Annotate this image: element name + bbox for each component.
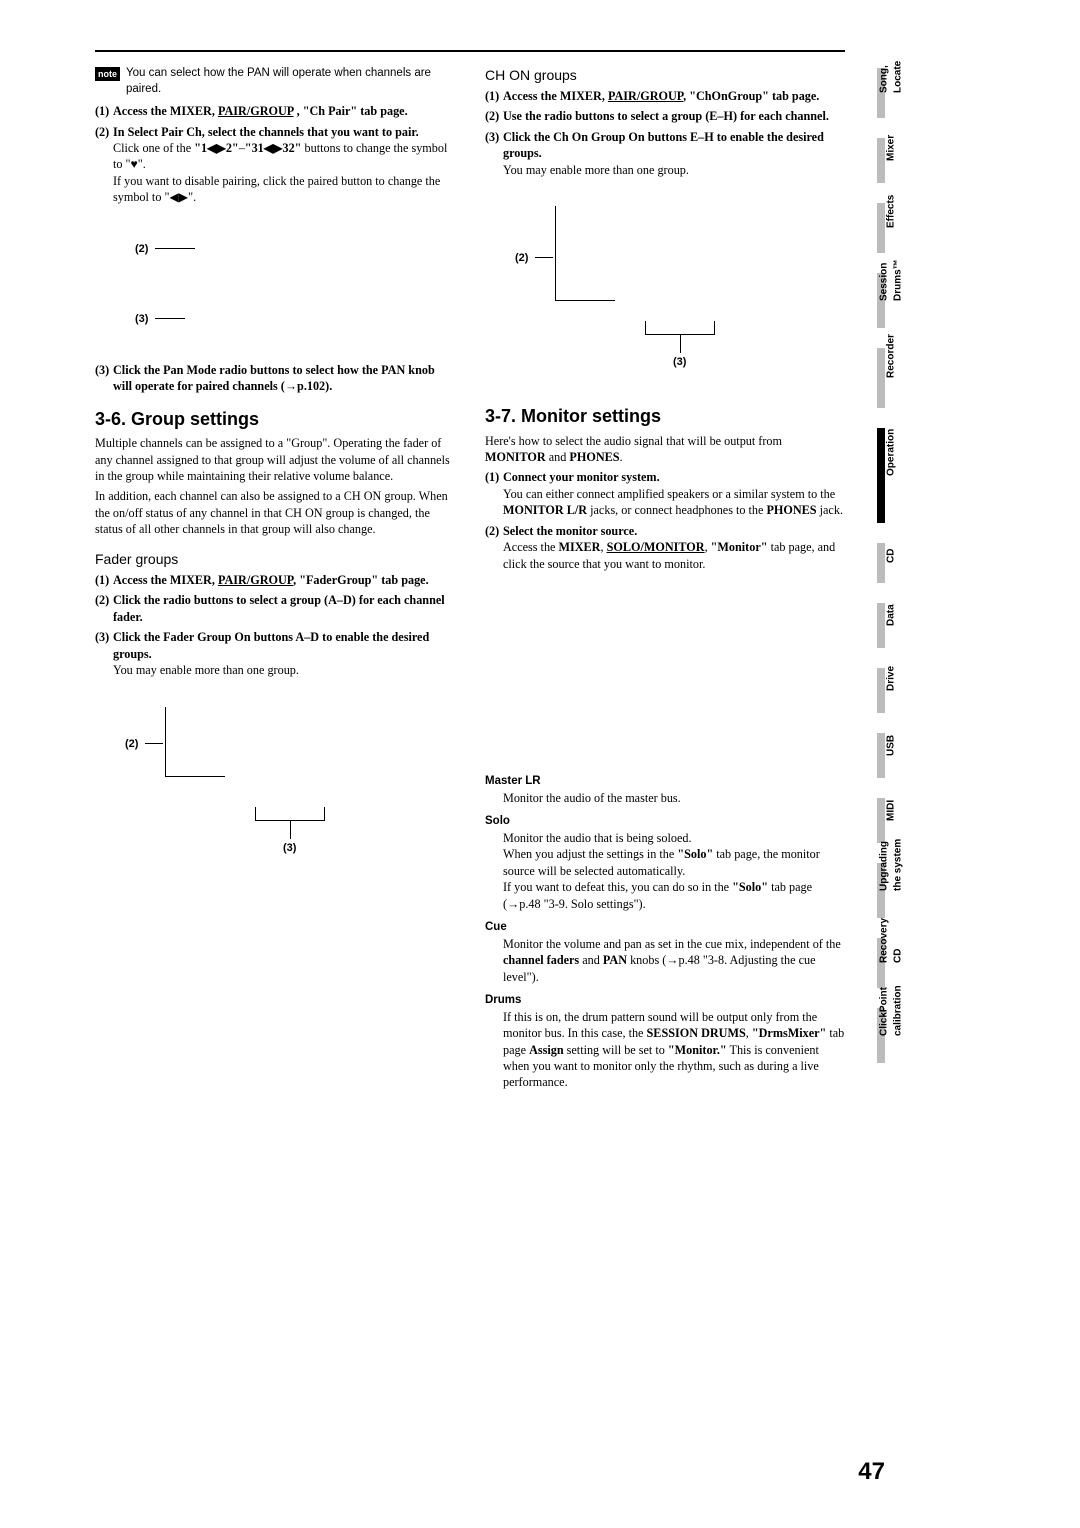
section-tab[interactable]: Effects xyxy=(877,203,885,253)
section-tab[interactable]: USB xyxy=(877,733,885,778)
fader-step-1: (1) Access the MIXER, PAIR/GROUP, "Fader… xyxy=(113,572,455,588)
step-1: (1) Access the MIXER, PAIR/GROUP , "Ch P… xyxy=(113,103,455,119)
step-text: Click the Pan Mode radio buttons to sele… xyxy=(113,363,435,393)
section-tab[interactable]: Operation xyxy=(877,428,885,523)
section-tab[interactable]: SessionDrums™ xyxy=(877,273,885,328)
right-column: CH ON groups (1) Access the MIXER, PAIR/… xyxy=(485,66,845,1093)
section-tab-label: ClickPointcalibration xyxy=(878,985,905,1036)
two-column-layout: note You can select how the PAN will ope… xyxy=(95,66,845,1093)
pair-steps: (1) Access the MIXER, PAIR/GROUP , "Ch P… xyxy=(95,103,455,206)
section-tab-label: Operation xyxy=(884,428,898,475)
section-tab-label: Effects xyxy=(884,195,898,228)
section-tab[interactable]: Data xyxy=(877,603,885,648)
fader-steps: (1) Access the MIXER, PAIR/GROUP, "Fader… xyxy=(95,572,455,679)
section-3-6-para2: In addition, each channel can also be as… xyxy=(95,488,455,537)
section-tab[interactable]: RecoveryCD xyxy=(877,938,885,988)
monitor-steps: (1) Connect your monitor system. You can… xyxy=(485,469,845,572)
monitor-step-1: (1) Connect your monitor system. You can… xyxy=(503,469,845,518)
section-3-6-para1: Multiple channels can be assigned to a "… xyxy=(95,435,455,484)
pair-step3: (3) Click the Pan Mode radio buttons to … xyxy=(95,362,455,395)
monitor-screenshot-placeholder xyxy=(485,576,845,766)
section-tab[interactable]: Drive xyxy=(877,668,885,713)
note-block: note You can select how the PAN will ope… xyxy=(95,66,455,97)
section-tab-label: Mixer xyxy=(884,134,898,160)
section-3-6-title: 3-6. Group settings xyxy=(95,407,455,431)
section-tab[interactable]: ClickPointcalibration xyxy=(877,1008,885,1063)
section-tab-label: Recorder xyxy=(884,334,898,378)
def-solo-body: Monitor the audio that is being soloed. … xyxy=(485,830,845,912)
def-solo-term: Solo xyxy=(485,814,845,830)
def-master-lr-term: Master LR xyxy=(485,774,845,790)
def-drums-body: If this is on, the drum pattern sound wi… xyxy=(485,1009,845,1091)
section-tab[interactable]: MIDI xyxy=(877,798,885,843)
section-tabs-sidebar: Song,Locate Mixer Effects SessionDrums™ Reco… xyxy=(872,68,890,1063)
step-text: Access the MIXER, PAIR/GROUP , "Ch Pair"… xyxy=(113,104,408,118)
section-tab[interactable]: Mixer xyxy=(877,138,885,183)
monitor-step-2: (2) Select the monitor source. Access th… xyxy=(503,523,845,572)
def-drums-term: Drums xyxy=(485,993,845,1009)
step-body: Click one of the "1◀▶2"–"31◀▶32" buttons… xyxy=(113,141,447,204)
chon-diagram: (2) (3) xyxy=(515,196,845,386)
def-master-lr-body: Monitor the audio of the master bus. xyxy=(485,790,845,806)
def-cue-term: Cue xyxy=(485,920,845,936)
section-tab[interactable]: Recorder xyxy=(877,348,885,408)
section-3-7-intro: Here's how to select the audio signal th… xyxy=(485,433,845,466)
section-tab[interactable]: Upgradingthe system xyxy=(877,863,885,918)
fader-groups-title: Fader groups xyxy=(95,550,455,569)
pair-diagram: (2) (3) xyxy=(135,224,455,344)
fader-diagram: (2) (3) xyxy=(125,697,455,867)
ch-on-groups-title: CH ON groups xyxy=(485,66,845,85)
section-tab-label: RecoveryCD xyxy=(878,918,905,963)
section-3-7-title: 3-7. Monitor settings xyxy=(485,404,845,428)
fader-step-2: (2) Click the radio buttons to select a … xyxy=(113,592,455,625)
section-tab-label: Data xyxy=(884,604,898,626)
section-tab-label: Drive xyxy=(884,665,898,690)
section-tab-label: MIDI xyxy=(884,799,898,820)
chon-step-3: (3) Click the Ch On Group On buttons E–H… xyxy=(503,129,845,178)
chon-steps: (1) Access the MIXER, PAIR/GROUP, "ChOnG… xyxy=(485,88,845,178)
chon-step-2: (2) Use the radio buttons to select a gr… xyxy=(503,108,845,124)
section-tab-label: Song,Locate xyxy=(878,61,905,93)
section-tab-label: CD xyxy=(884,549,898,563)
section-tab[interactable]: CD xyxy=(877,543,885,583)
page-content: note You can select how the PAN will ope… xyxy=(95,50,845,1093)
step-3: (3) Click the Pan Mode radio buttons to … xyxy=(113,362,455,395)
fader-step-3: (3) Click the Fader Group On buttons A–D… xyxy=(113,629,455,678)
note-badge: note xyxy=(95,67,120,81)
left-column: note You can select how the PAN will ope… xyxy=(95,66,455,1093)
def-cue-body: Monitor the volume and pan as set in the… xyxy=(485,936,845,985)
step-bold: In Select Pair Ch, select the channels t… xyxy=(113,125,419,139)
section-tab-label: Upgradingthe system xyxy=(878,838,905,890)
section-tab[interactable]: Song,Locate xyxy=(877,68,885,118)
section-tab-label: USB xyxy=(884,734,898,755)
step-2: (2) In Select Pair Ch, select the channe… xyxy=(113,124,455,206)
section-tab-label: SessionDrums™ xyxy=(878,259,905,301)
chon-step-1: (1) Access the MIXER, PAIR/GROUP, "ChOnG… xyxy=(503,88,845,104)
note-text: You can select how the PAN will operate … xyxy=(126,66,455,97)
page-number: 47 xyxy=(858,1456,885,1488)
